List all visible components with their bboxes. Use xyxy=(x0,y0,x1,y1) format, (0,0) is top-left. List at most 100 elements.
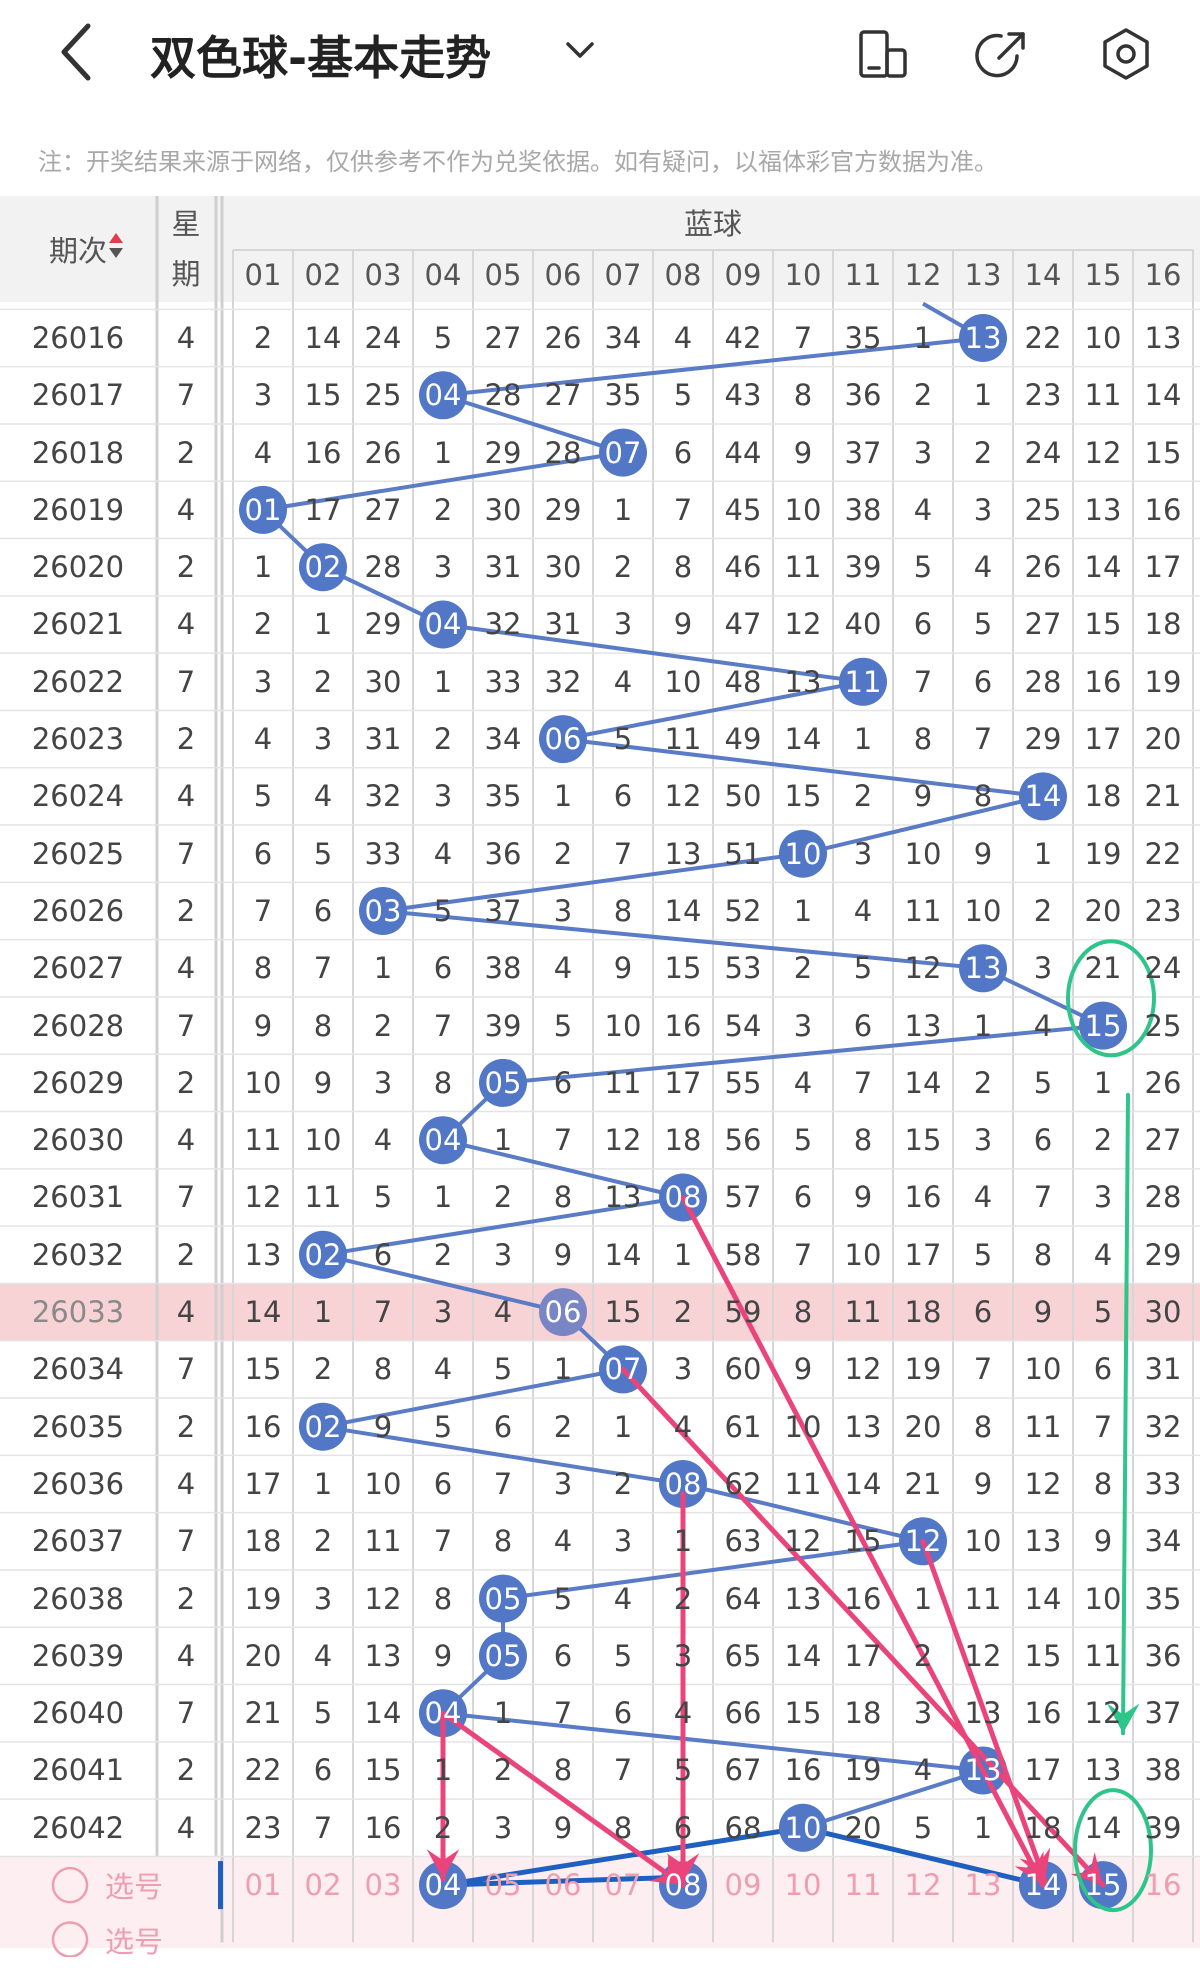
omission-cell: 6 xyxy=(553,1065,573,1100)
omission-cell: 32 xyxy=(484,607,522,642)
green-circle-marker xyxy=(1066,939,1156,1058)
period-cell: 26022 xyxy=(31,664,125,699)
omission-cell: 1 xyxy=(433,435,453,470)
select-cell-09[interactable]: 09 xyxy=(724,1868,762,1903)
omission-cell: 9 xyxy=(1093,1524,1113,1559)
omission-cell: 2 xyxy=(973,1065,993,1100)
omission-cell: 8 xyxy=(793,378,813,413)
omission-cell: 7 xyxy=(433,1008,453,1043)
omission-cell: 42 xyxy=(724,320,762,355)
omission-cell: 4 xyxy=(793,1065,813,1100)
select-cell-12[interactable]: 12 xyxy=(904,1868,942,1903)
omission-cell: 2 xyxy=(433,722,453,757)
omission-cell: 15 xyxy=(604,1295,642,1330)
hit-ball: 13 xyxy=(964,951,1002,986)
omission-cell: 5 xyxy=(613,1638,633,1673)
omission-cell: 7 xyxy=(313,951,333,986)
hit-ball: 04 xyxy=(424,1123,462,1158)
omission-cell: 13 xyxy=(964,1696,1002,1731)
omission-cell: 10 xyxy=(904,836,942,871)
select-cell-04[interactable]: 04 xyxy=(424,1868,462,1903)
select-cell-14[interactable]: 14 xyxy=(1024,1868,1062,1903)
omission-cell: 1 xyxy=(913,320,933,355)
omission-cell: 2 xyxy=(853,779,873,814)
omission-cell: 33 xyxy=(1144,1466,1182,1501)
omission-cell: 18 xyxy=(244,1524,282,1559)
omission-cell: 14 xyxy=(364,1696,402,1731)
omission-cell: 7 xyxy=(553,1123,573,1158)
select-cell-08[interactable]: 08 xyxy=(664,1868,702,1903)
omission-cell: 14 xyxy=(784,722,822,757)
omission-cell: 8 xyxy=(553,1753,573,1788)
omission-cell: 2 xyxy=(373,1008,393,1043)
omission-cell: 1 xyxy=(973,1810,993,1845)
period-cell: 26036 xyxy=(31,1466,125,1501)
omission-cell: 6 xyxy=(313,1753,333,1788)
select-cell-07[interactable]: 07 xyxy=(604,1868,642,1903)
phone-toggle-icon[interactable] xyxy=(855,26,911,82)
select-cell-15[interactable]: 15 xyxy=(1084,1868,1122,1903)
hit-ball: 12 xyxy=(904,1524,942,1559)
column-header-04: 04 xyxy=(424,258,462,292)
select-cell-05[interactable]: 05 xyxy=(484,1868,522,1903)
omission-cell: 16 xyxy=(664,1008,702,1043)
hit-ball: 03 xyxy=(364,893,402,928)
omission-cell: 26 xyxy=(544,320,582,355)
hit-ball: 05 xyxy=(484,1065,522,1100)
omission-cell: 1 xyxy=(673,1237,693,1272)
omission-cell: 38 xyxy=(1144,1753,1182,1788)
share-icon[interactable] xyxy=(975,26,1031,82)
select-cell-13[interactable]: 13 xyxy=(964,1868,1002,1903)
omission-cell: 4 xyxy=(313,779,333,814)
omission-cell: 4 xyxy=(553,1524,573,1559)
trend-line xyxy=(258,301,1111,1830)
select-cell-02[interactable]: 02 xyxy=(304,1868,342,1903)
settings-icon[interactable] xyxy=(1098,26,1154,82)
omission-cell: 3 xyxy=(673,1352,693,1387)
omission-cell: 23 xyxy=(244,1810,282,1845)
omission-cell: 6 xyxy=(1033,1123,1053,1158)
omission-cell: 67 xyxy=(724,1753,762,1788)
select-numbers-label-2[interactable]: 选号 xyxy=(104,1924,163,1959)
omission-cell: 6 xyxy=(613,779,633,814)
omission-cell: 62 xyxy=(724,1466,762,1501)
omission-cell: 35 xyxy=(604,378,642,413)
omission-cell: 10 xyxy=(1084,1581,1122,1616)
omission-cell: 16 xyxy=(784,1753,822,1788)
omission-cell: 15 xyxy=(1024,1638,1062,1673)
omission-cell: 10 xyxy=(964,1524,1002,1559)
omission-cell: 5 xyxy=(1093,1295,1113,1330)
omission-cell: 4 xyxy=(553,951,573,986)
select-cell-03[interactable]: 03 xyxy=(364,1868,402,1903)
weekday-cell: 4 xyxy=(176,951,196,986)
omission-cell: 61 xyxy=(724,1409,762,1444)
period-cell: 26037 xyxy=(31,1524,125,1559)
select-cell-10[interactable]: 10 xyxy=(784,1868,822,1903)
omission-cell: 13 xyxy=(1024,1524,1062,1559)
omission-cell: 63 xyxy=(724,1524,762,1559)
column-header-13: 13 xyxy=(964,258,1002,292)
select-cell-06[interactable]: 06 xyxy=(544,1868,582,1903)
omission-cell: 24 xyxy=(1144,951,1182,986)
select-cell-11[interactable]: 11 xyxy=(844,1868,882,1903)
selected-ball-04 xyxy=(419,1861,467,1910)
omission-cell: 25 xyxy=(1144,1008,1182,1043)
select-cell-16[interactable]: 16 xyxy=(1144,1868,1182,1903)
hit-ball: 10 xyxy=(784,1810,822,1845)
omission-cell: 54 xyxy=(724,1008,762,1043)
page-title[interactable]: 双色球-基本走势 xyxy=(150,31,492,85)
chevron-down-icon[interactable] xyxy=(560,30,600,70)
chevron-left-icon[interactable] xyxy=(52,22,102,82)
omission-cell: 6 xyxy=(493,1409,513,1444)
ball-10 xyxy=(779,1803,827,1852)
omission-cell: 27 xyxy=(1024,607,1062,642)
select-numbers-label[interactable]: 选号 xyxy=(104,1870,163,1905)
omission-cell: 4 xyxy=(673,1409,693,1444)
omission-cell: 21 xyxy=(904,1466,942,1501)
select-cell-01[interactable]: 01 xyxy=(244,1868,282,1903)
omission-cell: 9 xyxy=(433,1638,453,1673)
omission-cell: 5 xyxy=(253,779,273,814)
disclaimer-note: 注：开奖结果来源于网络，仅供参考不作为兑奖依据。如有疑问，以福体彩官方数据为准。 xyxy=(38,148,998,176)
omission-cell: 3 xyxy=(493,1237,513,1272)
